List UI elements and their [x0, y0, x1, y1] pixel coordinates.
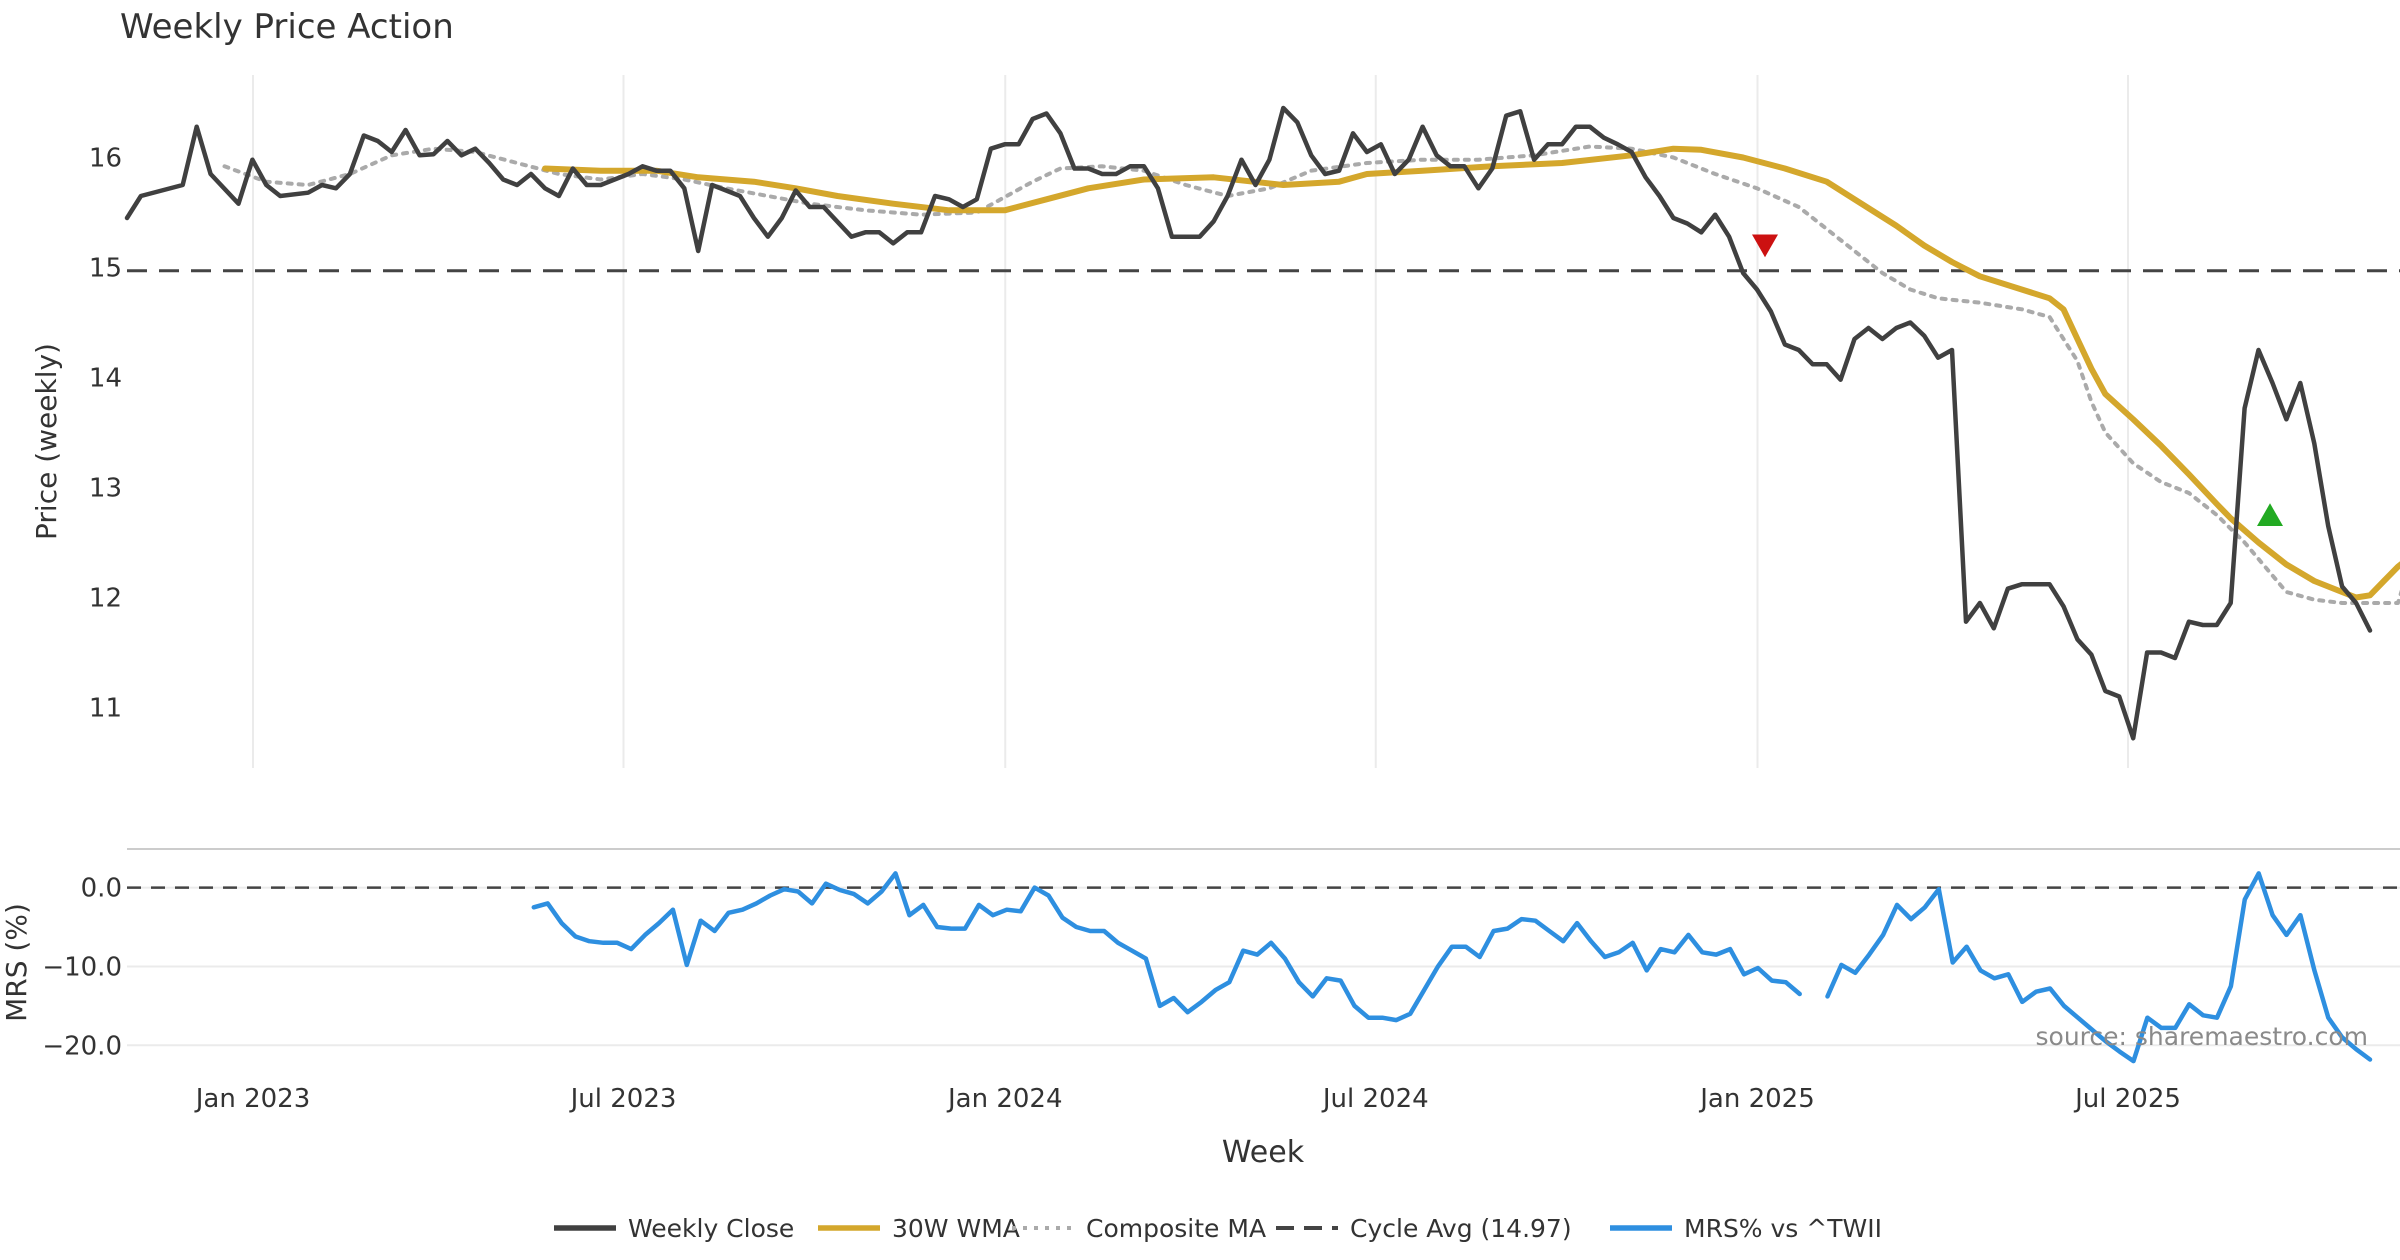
x-tick-label: Jan 2023: [194, 1084, 311, 1114]
mrs-panel: 0.0 −10.0 −20.0 MRS (%) source: sharemaest…: [0, 871, 2400, 1064]
legend-label: Cycle Avg (14.97): [1350, 1214, 1572, 1243]
legend-label: Weekly Close: [628, 1214, 794, 1243]
legend-label: Composite MA: [1086, 1214, 1266, 1243]
x-tick-label: Jan 2025: [1698, 1084, 1815, 1114]
legend: Weekly Close 30W WMA Composite MA Cycle Avg…: [554, 1214, 1882, 1243]
legend-label: MRS% vs ^TWII: [1684, 1214, 1882, 1243]
mrs-y-tick-label: −10.0: [42, 952, 122, 982]
x-tick-label: Jul 2025: [2073, 1084, 2181, 1114]
sell-signal-marker: [1752, 234, 1778, 258]
mrs-series: [531, 871, 2373, 1064]
composite-ma-line: [222, 144, 2400, 605]
x-axis-label: Week: [1222, 1135, 1305, 1170]
weekly-close-line: [124, 105, 2373, 741]
x-axis-ticks: Jan 2023 Jul 2023 Jan 2024 Jul 2024 Jan 2025…: [194, 1084, 2181, 1114]
signal-markers: [1752, 234, 2283, 527]
buy-signal-marker: [2257, 503, 2283, 527]
x-tick-label: Jul 2023: [569, 1084, 677, 1114]
price-y-ticks: 11 12 13 14 15 16: [89, 144, 122, 724]
chart-title: Weekly Price Action: [120, 7, 454, 47]
price-y-axis-label: Price (weekly): [30, 343, 63, 540]
price-y-tick-label: 12: [89, 584, 122, 614]
mrs-y-ticks: 0.0 −10.0 −20.0: [42, 874, 122, 1062]
price-y-tick-label: 16: [89, 144, 122, 174]
mrs-y-axis-label: MRS (%): [0, 903, 33, 1022]
price-x-gridlines: [252, 75, 2129, 768]
x-tick-label: Jan 2024: [946, 1084, 1063, 1114]
price-panel: 11 12 13 14 15 16 Price (weekly): [30, 75, 2400, 768]
mrs-y-tick-label: −20.0: [42, 1031, 122, 1061]
price-y-tick-label: 15: [89, 254, 122, 284]
price-y-tick-label: 14: [89, 364, 122, 394]
legend-label: 30W WMA: [892, 1214, 1020, 1243]
price-y-tick-label: 11: [89, 694, 122, 724]
mrs-line-segment: [1825, 871, 2373, 1064]
mrs-y-tick-label: 0.0: [81, 874, 122, 904]
x-tick-label: Jul 2024: [1321, 1084, 1429, 1114]
price-y-tick-label: 13: [89, 474, 122, 504]
mrs-line-segment: [531, 871, 1802, 1023]
wma-30w-line: [542, 145, 2400, 601]
source-note: source: sharemaestro.com: [2036, 1022, 2369, 1051]
